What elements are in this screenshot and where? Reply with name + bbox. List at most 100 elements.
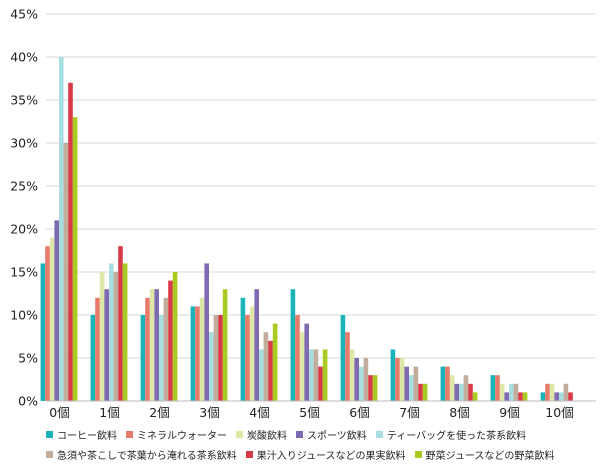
bar xyxy=(440,366,446,401)
bar xyxy=(272,323,278,401)
x-tick-label: 2個 xyxy=(149,405,169,420)
legend-swatch xyxy=(236,431,243,438)
bar xyxy=(504,392,509,401)
legend-item: ミネラルウォーター xyxy=(126,427,227,442)
bar xyxy=(254,289,259,401)
y-tick-label: 40% xyxy=(10,50,38,65)
bar xyxy=(463,375,469,401)
legend-swatch xyxy=(245,451,253,458)
legend-label: 果汁入りジュースなどの果実飲料 xyxy=(256,451,406,462)
bar xyxy=(113,272,119,401)
legend-swatch xyxy=(375,431,383,438)
bar xyxy=(390,349,396,401)
legend-swatch xyxy=(414,451,422,458)
bar xyxy=(68,82,73,402)
bar xyxy=(372,375,378,401)
bar xyxy=(218,315,223,401)
legend-swatch xyxy=(46,431,53,438)
legend: コーヒー飲料 ミネラルウォーター 炭酸飲料 スポーツ飲料 ティーバッグを使った茶系飲料 … xyxy=(46,427,596,467)
bar xyxy=(499,383,505,401)
y-tick-label: 0% xyxy=(18,394,38,409)
bar xyxy=(90,315,96,401)
y-tick-label: 10% xyxy=(10,308,38,323)
bar xyxy=(359,366,364,401)
bar xyxy=(209,332,214,401)
bar xyxy=(199,297,205,401)
bar xyxy=(545,383,550,401)
legend-label: ティーバッグを使った茶系飲料 xyxy=(386,431,527,442)
bar xyxy=(49,237,55,401)
bar xyxy=(409,375,414,401)
bar xyxy=(540,392,546,401)
bar xyxy=(340,315,346,401)
bar xyxy=(118,246,123,401)
bar xyxy=(304,323,309,401)
legend-label: コーヒー飲料 xyxy=(57,431,117,442)
legend-row-1: コーヒー飲料 ミネラルウォーター 炭酸飲料 スポーツ飲料 ティーバッグを使った茶系飲料 xyxy=(46,427,596,442)
bar xyxy=(195,306,200,401)
legend-label: 急須や茶こしで茶葉から淹れる茶系飲料 xyxy=(57,451,237,462)
bar xyxy=(149,289,155,401)
legend-label: ミネラルウォーター xyxy=(137,431,227,442)
legend-swatch xyxy=(296,431,303,438)
bar xyxy=(172,272,178,401)
bar xyxy=(472,392,478,401)
bar xyxy=(295,315,300,401)
legend-item: スポーツ飲料 xyxy=(296,427,367,442)
bar xyxy=(509,383,514,401)
bar xyxy=(418,383,423,401)
x-tick-label: 0個 xyxy=(49,405,69,420)
bar xyxy=(213,315,219,401)
y-tick-label: 25% xyxy=(10,179,38,194)
bar xyxy=(395,358,400,401)
y-tick-label: 30% xyxy=(10,136,38,151)
bar xyxy=(299,332,305,401)
bar xyxy=(122,263,128,401)
bar xyxy=(154,289,159,401)
bar xyxy=(99,272,105,401)
bar xyxy=(454,383,459,401)
bar xyxy=(513,383,519,401)
bar xyxy=(222,289,228,401)
bar xyxy=(145,297,150,401)
bar xyxy=(59,57,64,401)
bar xyxy=(318,366,323,401)
bar xyxy=(399,358,405,401)
x-tick-label: 10個 xyxy=(545,405,573,420)
legend-item: 果汁入りジュースなどの果実飲料 xyxy=(245,447,406,462)
legend-swatch xyxy=(126,431,133,438)
bar xyxy=(290,289,296,401)
bar xyxy=(245,315,250,401)
bar xyxy=(313,349,319,401)
bar xyxy=(159,315,164,401)
bar xyxy=(204,263,209,401)
x-axis-tick-labels: 0個 1個 2個 3個 4個 5個 6個 7個 8個 9個 10個 xyxy=(49,405,573,420)
legend-row-2: 急須や茶こしで茶葉から淹れる茶系飲料 果汁入りジュースなどの果実飲料 野菜ジュースな… xyxy=(46,447,596,462)
bar xyxy=(422,383,428,401)
x-tick-label: 6個 xyxy=(349,405,369,420)
bar xyxy=(559,392,564,401)
bar xyxy=(549,383,555,401)
y-axis-tick-labels: 0% 5% 10% 15% 20% 25% 30% 35% 40% 45% xyxy=(10,7,38,409)
bar xyxy=(72,117,78,401)
bar xyxy=(518,392,523,401)
bar xyxy=(109,263,114,401)
bar xyxy=(404,366,409,401)
legend-item: 野菜ジュースなどの野菜飲料 xyxy=(414,447,555,462)
x-tick-label: 3個 xyxy=(199,405,219,420)
bar xyxy=(345,332,350,401)
legend-swatch xyxy=(46,451,53,458)
bar xyxy=(349,349,355,401)
bar xyxy=(259,349,264,401)
bar xyxy=(263,332,269,401)
x-tick-label: 9個 xyxy=(499,405,519,420)
legend-label: 野菜ジュースなどの野菜飲料 xyxy=(425,451,555,462)
legend-item: 急須や茶こしで茶葉から淹れる茶系飲料 xyxy=(46,447,237,462)
bar xyxy=(354,358,359,401)
bar xyxy=(522,392,528,401)
bar xyxy=(140,315,146,401)
bar xyxy=(40,263,46,401)
bar xyxy=(54,220,59,401)
legend-item: コーヒー飲料 xyxy=(46,427,117,442)
